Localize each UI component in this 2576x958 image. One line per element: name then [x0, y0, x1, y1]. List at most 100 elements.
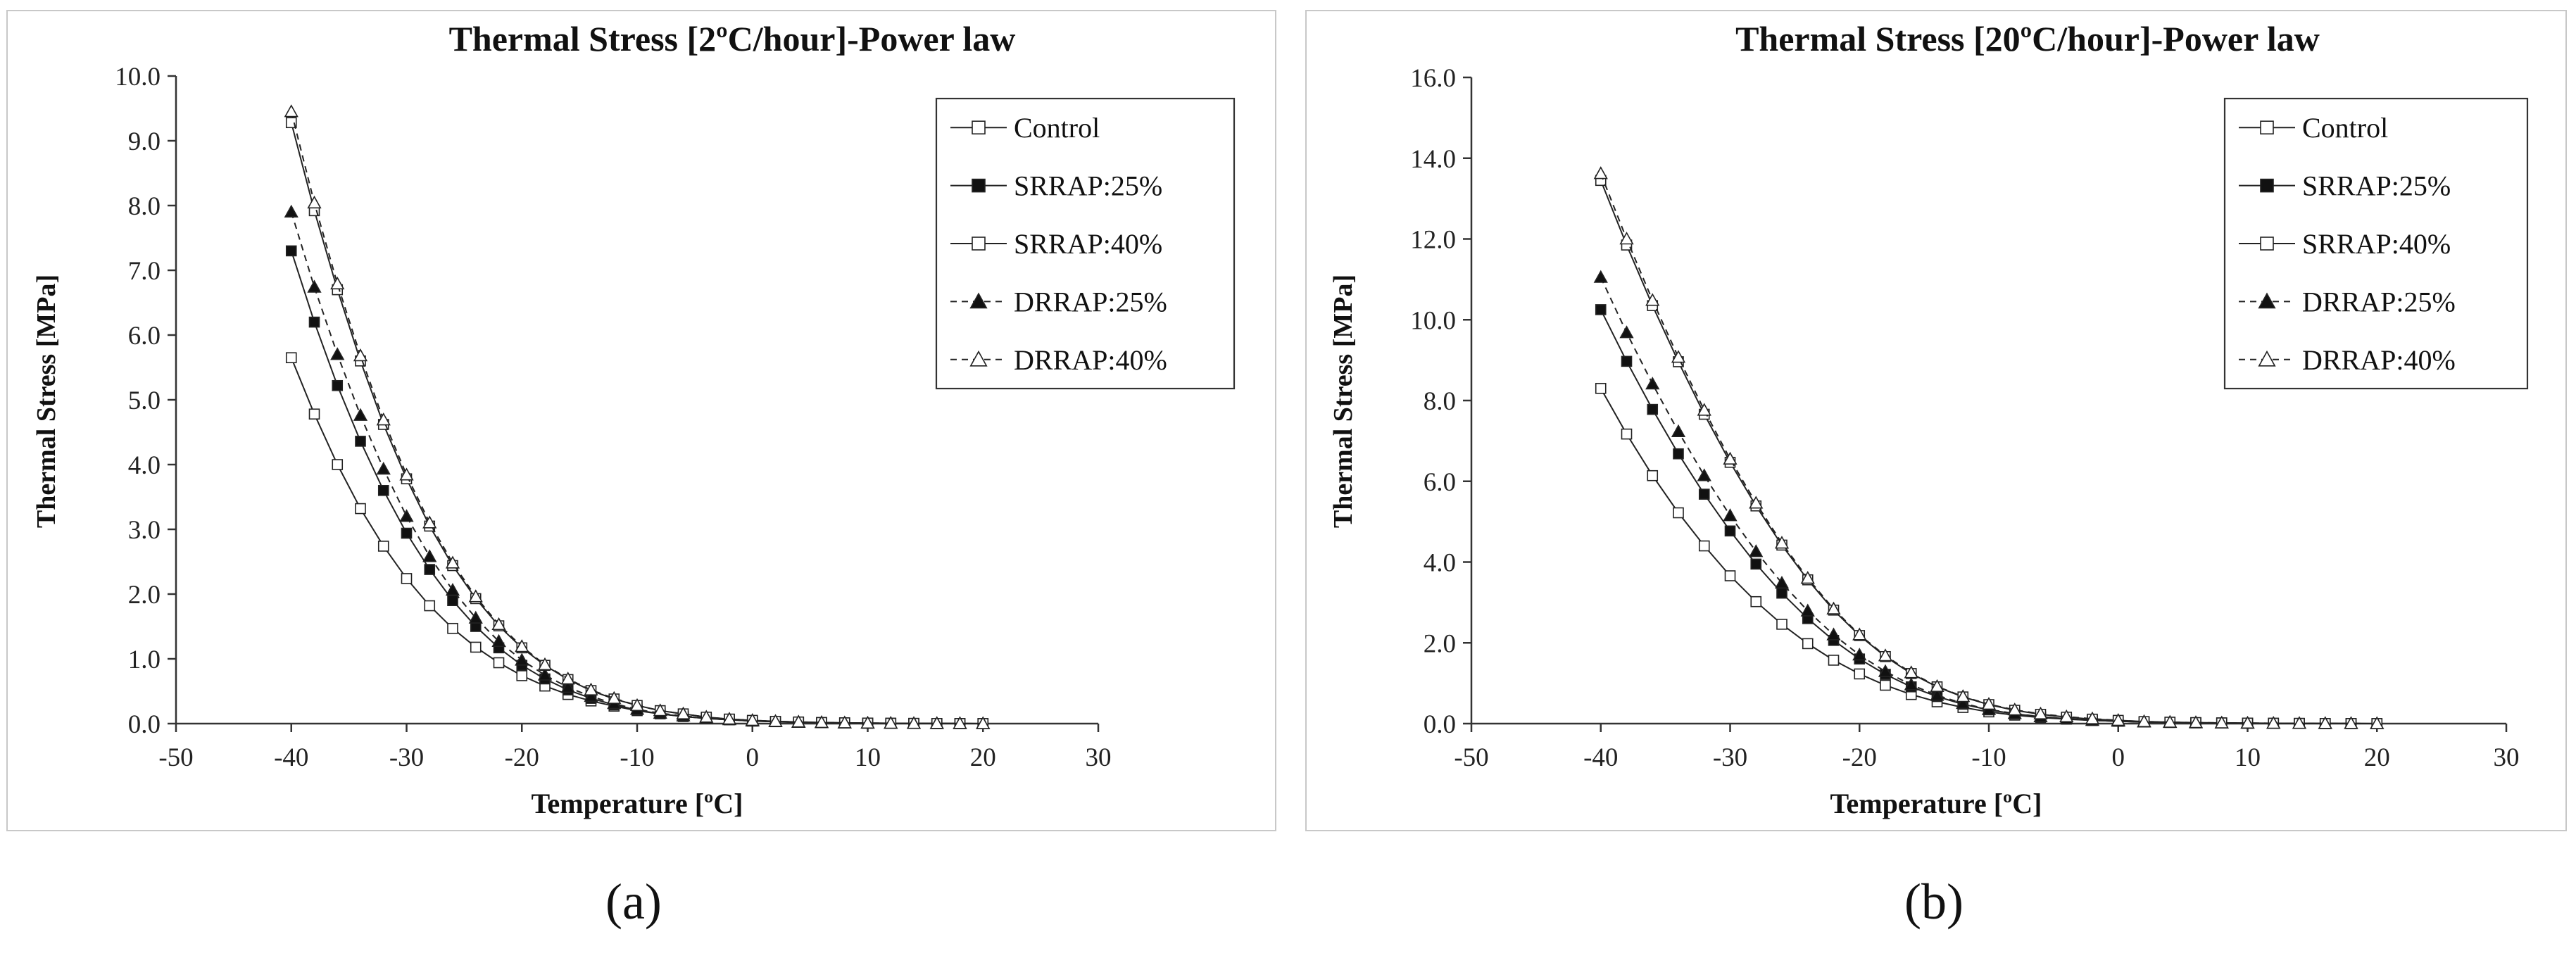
data-point	[1930, 679, 1944, 693]
data-point	[837, 715, 852, 729]
x-axis-label: Temperature [ºC]	[532, 788, 743, 819]
data-point	[1593, 166, 1608, 179]
data-point	[1878, 664, 1893, 677]
legend-marker	[972, 120, 986, 134]
y-tick-label: 10.0	[115, 63, 161, 92]
data-point	[353, 408, 368, 421]
data-point	[2163, 714, 2178, 728]
x-tick-label: 20	[970, 743, 996, 772]
chart-title: Thermal Stress [2ºC/hour]-Power law	[449, 19, 1016, 58]
y-tick-label: 8.0	[128, 192, 161, 221]
data-point	[1749, 544, 1764, 557]
data-point	[976, 716, 991, 729]
data-point	[515, 653, 529, 666]
data-point	[284, 204, 299, 218]
data-point	[791, 714, 806, 728]
data-point	[1619, 325, 1634, 339]
x-tick-label: -50	[158, 743, 193, 772]
x-tick-label: 10	[855, 743, 881, 772]
chart-a: Thermal Stress [2ºC/hour]-Power law 0.0 1.…	[6, 10, 1276, 831]
data-point	[1826, 601, 1841, 614]
y-tick-label: 2.0	[128, 581, 161, 610]
data-point	[1800, 571, 1815, 584]
legend-marker	[2258, 350, 2276, 367]
data-point	[1930, 688, 1944, 701]
legend-item: Control	[2239, 112, 2388, 144]
y-tick-label: 6.0	[1424, 468, 1456, 497]
data-point	[1595, 304, 1607, 315]
data-point	[493, 657, 505, 669]
data-point	[2370, 716, 2385, 729]
data-point	[1697, 403, 1711, 416]
data-point	[1880, 679, 1891, 691]
data-point	[377, 541, 389, 552]
legend-marker	[969, 350, 988, 367]
legend-marker	[2260, 178, 2274, 193]
data-point	[1593, 270, 1608, 283]
data-point	[424, 564, 436, 575]
data-point	[1698, 489, 1710, 500]
y-tick-label: 10.0	[1410, 306, 1456, 335]
data-point	[1774, 536, 1790, 549]
data-point	[1645, 293, 1660, 306]
data-point	[1723, 451, 1738, 465]
legend-label: Control	[2302, 112, 2388, 144]
data-point	[1852, 648, 1867, 661]
data-point	[468, 610, 483, 624]
x-tick-label: 30	[2494, 743, 2520, 772]
data-point	[537, 657, 553, 671]
data-point	[376, 462, 391, 475]
legend-item: DRRAP:25%	[2239, 286, 2456, 317]
y-tick-label: 4.0	[128, 451, 161, 480]
legend-marker	[972, 178, 986, 193]
y-tick-label: 0.0	[1424, 710, 1456, 739]
x-tick-label: -40	[274, 743, 308, 772]
y-tick-label: 2.0	[1424, 629, 1456, 658]
x-tick-label: 0	[2112, 743, 2125, 772]
data-point	[445, 583, 460, 596]
data-point	[1671, 424, 1686, 437]
legend-item: SRRAP:40%	[950, 228, 1162, 260]
data-point	[332, 459, 344, 470]
legend-label: SRRAP:25%	[2302, 170, 2451, 202]
data-point	[1647, 403, 1659, 415]
y-tick-label: 7.0	[128, 257, 161, 286]
data-point	[2137, 714, 2151, 727]
x-tick-label: -30	[1713, 743, 1747, 772]
chart-b: Thermal Stress [20ºC/hour]-Power law 0.0 2…	[1305, 10, 2567, 831]
y-tick-label: 3.0	[128, 516, 161, 545]
chart-title: Thermal Stress [20ºC/hour]-Power law	[1735, 19, 2320, 58]
data-point	[308, 316, 320, 328]
data-point	[1750, 595, 1762, 607]
x-tick-label: 10	[2235, 743, 2261, 772]
legend-label: DRRAP:25%	[2302, 286, 2456, 317]
data-point	[1904, 677, 1918, 691]
legend-marker	[972, 237, 986, 251]
y-tick-label: 8.0	[1424, 387, 1456, 416]
data-point	[2240, 715, 2255, 729]
data-point	[515, 639, 529, 653]
legend-item: SRRAP:25%	[950, 170, 1162, 202]
data-point	[1904, 665, 1918, 679]
panel-label-a: (a)	[605, 874, 662, 930]
legend-item: DRRAP:40%	[950, 344, 1167, 376]
data-point	[2214, 715, 2229, 729]
data-point	[1619, 232, 1634, 245]
data-point	[1800, 603, 1815, 617]
y-tick-label: 14.0	[1410, 145, 1456, 174]
y-tick-label: 1.0	[128, 645, 161, 674]
data-point	[1724, 525, 1736, 537]
data-point	[447, 595, 458, 607]
data-point	[330, 347, 345, 360]
data-point	[745, 713, 760, 726]
legend-label: DRRAP:40%	[1014, 344, 1167, 376]
data-point	[1956, 689, 1971, 702]
data-point	[285, 117, 297, 129]
data-point	[307, 279, 322, 293]
legend-marker	[2258, 292, 2276, 309]
y-tick-label: 16.0	[1410, 64, 1456, 93]
data-point	[560, 672, 575, 685]
x-tick-label: -20	[1842, 743, 1877, 772]
data-point	[1749, 496, 1764, 509]
